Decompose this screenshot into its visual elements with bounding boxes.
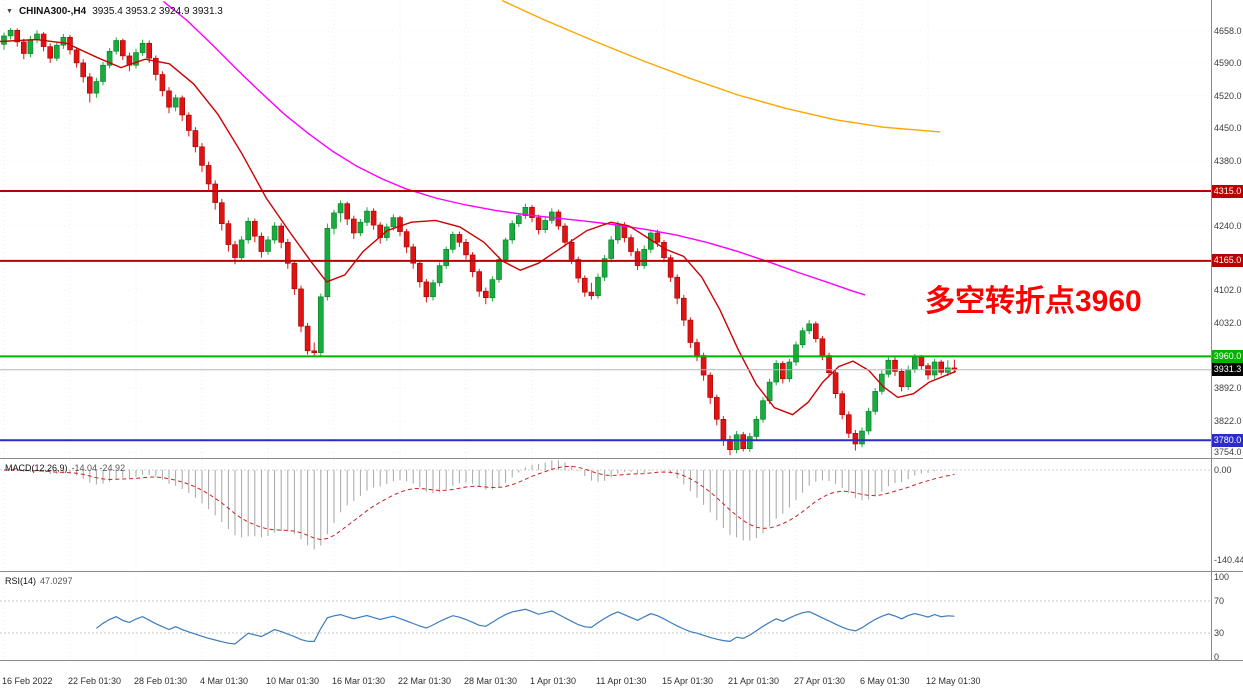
y-tick-label: 3754.0	[1214, 447, 1242, 458]
time-label: 10 Mar 01:30	[266, 676, 320, 686]
time-label: 28 Mar 01:30	[464, 676, 518, 686]
y-tick-label: 4380.0	[1214, 155, 1242, 166]
y-tick-label: 4590.0	[1214, 57, 1242, 68]
y-tick-label: 4658.0	[1214, 26, 1242, 37]
time-label: 15 Apr 01:30	[662, 676, 714, 686]
macd-label: MACD(12,26,9) -14.04 -24.92	[5, 463, 126, 473]
main-chart-svg[interactable]	[0, 0, 1211, 458]
chart-header: ▼ CHINA300-,H4 3935.4 3953.2 3924.9 3931…	[6, 6, 223, 17]
rsi-label: RSI(14) 47.0297	[5, 576, 73, 586]
price-axis-separator	[1211, 0, 1212, 660]
rsi-scale-label: 100	[1214, 572, 1230, 582]
y-tick-label: 4032.0	[1214, 317, 1242, 328]
rsi-scale-label: 30	[1214, 628, 1225, 638]
y-tick-label: 4102.0	[1214, 285, 1242, 296]
macd-panel	[0, 459, 1211, 571]
ohlc-readout: 3935.4 3953.2 3924.9 3931.3	[92, 6, 223, 17]
panel-separator	[0, 458, 1243, 459]
price-badge: 3780.0	[1212, 433, 1243, 447]
time-label: 11 Apr 01:30	[596, 676, 647, 686]
price-badge: 4165.0	[1212, 254, 1243, 268]
time-label: 16 Mar 01:30	[332, 676, 386, 686]
time-label: 28 Feb 01:30	[134, 676, 188, 686]
time-label: 22 Mar 01:30	[398, 676, 452, 686]
time-label: 1 Apr 01:30	[530, 676, 577, 686]
y-tick-label: 3822.0	[1214, 415, 1242, 426]
time-label: 12 May 01:30	[926, 676, 981, 686]
rsi-value: 47.0297	[40, 576, 73, 586]
rsi-scale-label: 70	[1214, 596, 1225, 606]
panel-separator	[0, 571, 1243, 572]
time-label: 4 Mar 01:30	[200, 676, 249, 686]
y-tick-label: 4240.0	[1214, 220, 1242, 231]
current-price-badge: 3931.3	[1212, 363, 1243, 377]
macd-svg[interactable]	[0, 459, 1211, 571]
time-label: 22 Feb 01:30	[68, 676, 122, 686]
annotation-text[interactable]: 多空转折点3960	[925, 285, 1142, 318]
symbol-title: CHINA300-,H4	[18, 6, 87, 17]
main-chart-panel	[0, 0, 1211, 458]
time-axis-separator	[0, 660, 1243, 661]
macd-scale-label: -140.44	[1214, 555, 1243, 566]
y-tick-label: 4450.0	[1214, 123, 1242, 134]
price-badge: 3960.0	[1212, 349, 1243, 363]
macd-values: -14.04 -24.92	[71, 463, 126, 473]
time-label: 27 Apr 01:30	[794, 676, 846, 686]
rsi-svg[interactable]	[0, 572, 1211, 660]
time-label: 16 Feb 2022	[2, 676, 53, 686]
y-tick-label: 4520.0	[1214, 90, 1242, 101]
price-badge: 4315.0	[1212, 184, 1243, 198]
time-label: 21 Apr 01:30	[728, 676, 780, 686]
macd-scale-label: 0.00	[1214, 465, 1232, 475]
symbol-marker-icon: ▼	[6, 8, 13, 15]
y-tick-label: 3892.0	[1214, 383, 1242, 394]
time-label: 6 May 01:30	[860, 676, 910, 686]
rsi-panel	[0, 572, 1211, 660]
rsi-scale-label: 0	[1214, 652, 1220, 662]
